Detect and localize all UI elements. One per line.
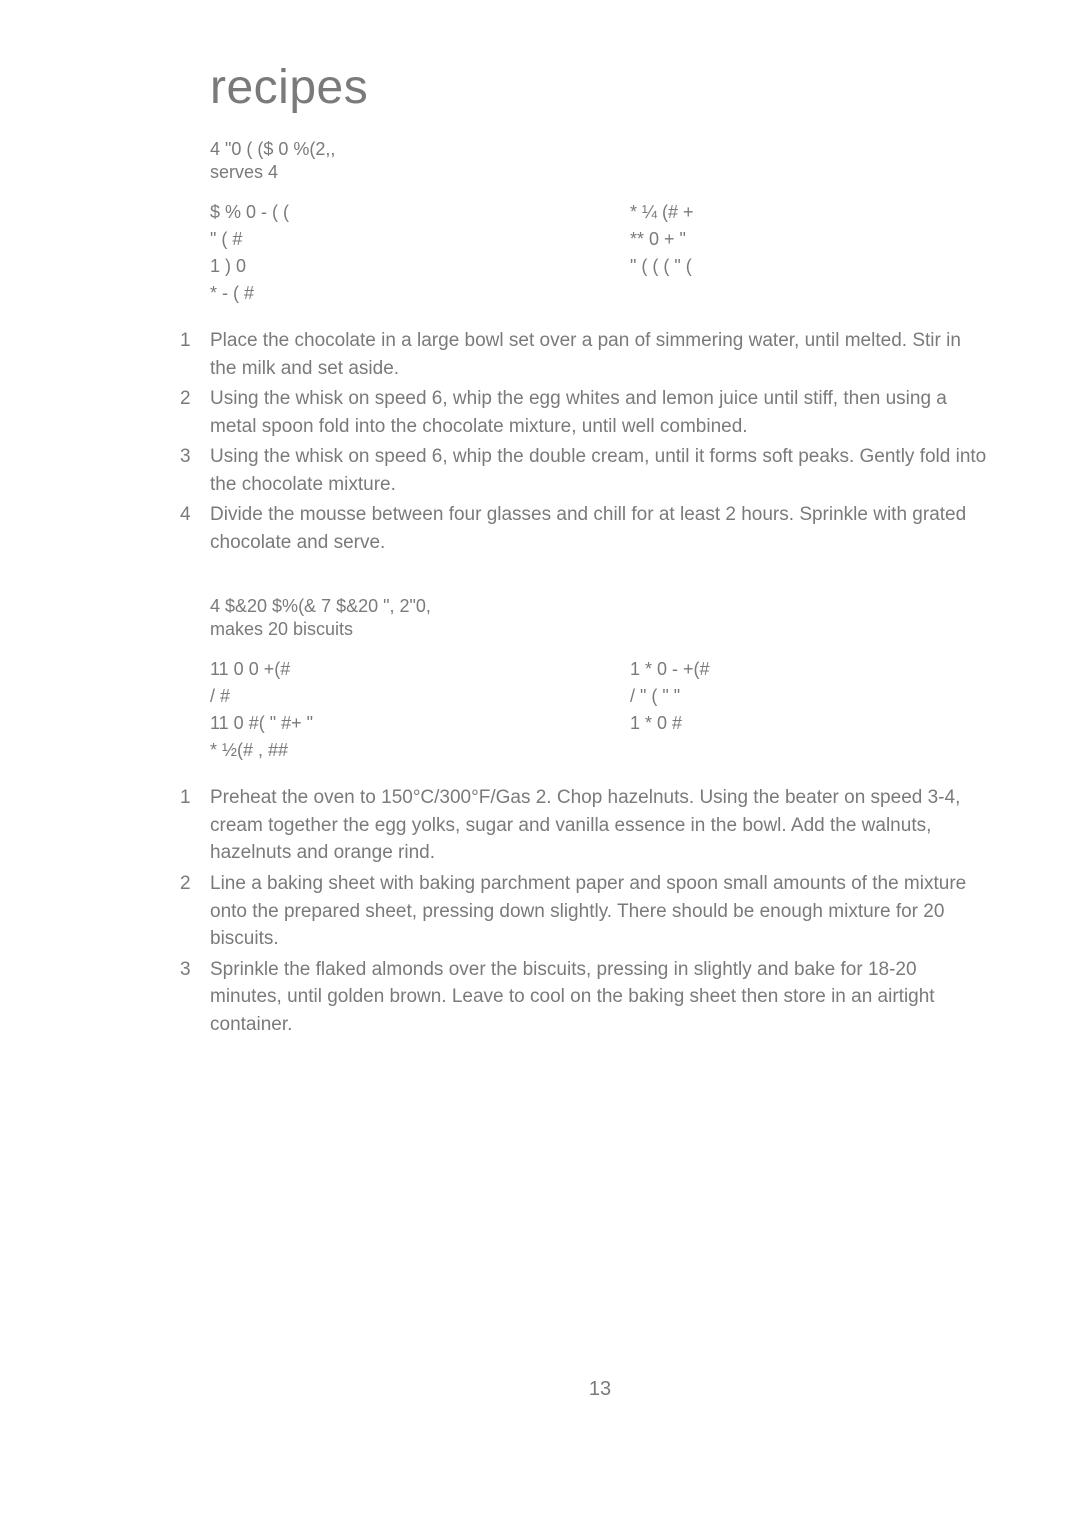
recipe-2-title: 4 $&20 $%(& 7 $&20 ", 2"0, [210,596,990,617]
step-num: 2 [180,385,210,440]
step: 2Using the whisk on speed 6, whip the eg… [180,385,990,440]
ing-line: 1 * 0 - +(# [630,656,990,683]
step-text: Preheat the oven to 150°C/300°F/Gas 2. C… [210,784,990,867]
step-text: Using the whisk on speed 6, whip the dou… [210,443,990,498]
step: 3Using the whisk on speed 6, whip the do… [180,443,990,498]
step-num: 1 [180,784,210,867]
ing-line: ** 0 + " [630,226,990,253]
ing-line: 11 0 #( " #+ " [210,710,570,737]
step: 4Divide the mousse between four glasses … [180,501,990,556]
step-num: 3 [180,443,210,498]
ing-line: / # [210,683,570,710]
ing-line: / " ( " " [630,683,990,710]
recipe-1-steps: 1Place the chocolate in a large bowl set… [180,327,990,556]
step: 2Line a baking sheet with baking parchme… [180,870,990,953]
recipe-2-ing-col-right: 1 * 0 - +(# / " ( " " 1 * 0 # [630,656,990,764]
recipe-1-title: 4 "0 ( ($ 0 %(2,, [210,139,990,160]
page-number: 13 [210,1378,990,1401]
step-num: 4 [180,501,210,556]
step: 1Place the chocolate in a large bowl set… [180,327,990,382]
ing-line: * ¼ (# + [630,199,990,226]
recipe-1-serves: serves 4 [210,162,990,183]
recipe-2-ingredients: 11 0 0 +(# / # 11 0 #( " #+ " * ½(# , ##… [210,656,990,764]
recipe-2-ing-col-left: 11 0 0 +(# / # 11 0 #( " #+ " * ½(# , ## [210,656,570,764]
recipe-2-steps: 1Preheat the oven to 150°C/300°F/Gas 2. … [180,784,990,1038]
recipe-1: 4 "0 ( ($ 0 %(2,, serves 4 $ % 0 - ( ( "… [210,139,990,556]
step-num: 1 [180,327,210,382]
ing-line: 11 0 0 +(# [210,656,570,683]
step-text: Place the chocolate in a large bowl set … [210,327,990,382]
step: 1Preheat the oven to 150°C/300°F/Gas 2. … [180,784,990,867]
recipe-1-ing-col-right: * ¼ (# + ** 0 + " " ( ( ( " ( [630,199,990,307]
recipe-1-ingredients: $ % 0 - ( ( " ( # 1 ) 0 * - ( # * ¼ (# +… [210,199,990,307]
ing-line: 1 ) 0 [210,253,570,280]
recipe-2-makes: makes 20 biscuits [210,619,990,640]
step: 3Sprinkle the flaked almonds over the bi… [180,956,990,1039]
step-text: Divide the mousse between four glasses a… [210,501,990,556]
recipe-1-ing-col-left: $ % 0 - ( ( " ( # 1 ) 0 * - ( # [210,199,570,307]
step-num: 3 [180,956,210,1039]
ing-line: * ½(# , ## [210,737,570,764]
ing-line: " ( ( ( " ( [630,253,990,280]
page-title: recipes [210,60,990,115]
step-num: 2 [180,870,210,953]
ing-line: * - ( # [210,280,570,307]
step-text: Using the whisk on speed 6, whip the egg… [210,385,990,440]
ing-line: " ( # [210,226,570,253]
recipe-2: 4 $&20 $%(& 7 $&20 ", 2"0, makes 20 bisc… [210,596,990,1038]
ing-line: 1 * 0 # [630,710,990,737]
ing-line: $ % 0 - ( ( [210,199,570,226]
step-text: Line a baking sheet with baking parchmen… [210,870,990,953]
step-text: Sprinkle the flaked almonds over the bis… [210,956,990,1039]
page-container: recipes 4 "0 ( ($ 0 %(2,, serves 4 $ % 0… [0,0,1080,1461]
